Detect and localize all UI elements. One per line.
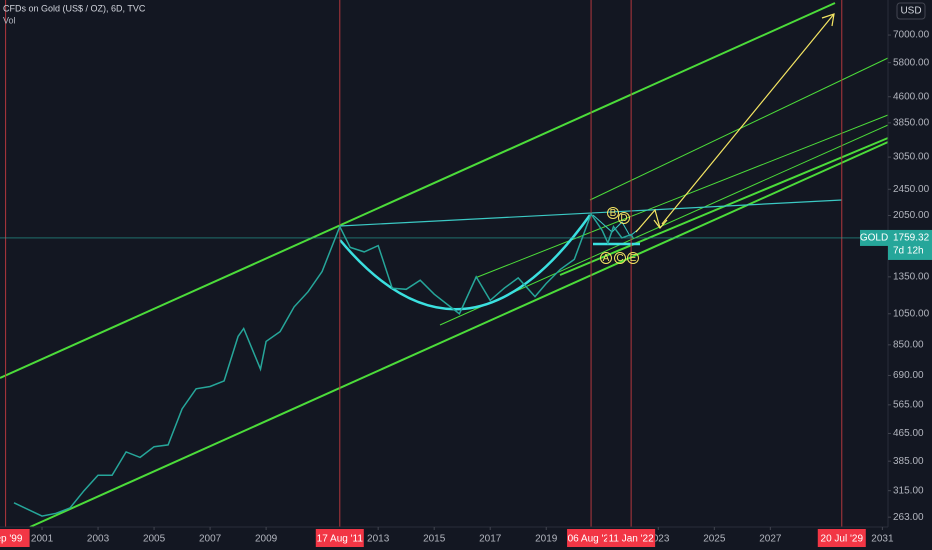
arrow-head <box>653 219 668 229</box>
x-tick-label: 2031 <box>871 534 894 545</box>
price-box <box>888 229 932 260</box>
trend-line <box>589 57 889 201</box>
date-marker-box <box>567 529 616 547</box>
wave-marker <box>627 252 639 264</box>
overlay: 7000.00 5800.00 4600.00 3850.00 3050.00 2450.… <box>0 30 932 547</box>
symbol-box <box>860 229 888 246</box>
wave-marker <box>618 212 630 224</box>
countdown-label: 7d 12h <box>893 246 924 257</box>
y-tick-label: 4600.00 <box>893 91 930 102</box>
arrow-head <box>821 13 835 27</box>
projection-path <box>635 208 661 233</box>
y-tick-label: 690.00 <box>893 370 924 381</box>
wave-label: D <box>620 213 627 224</box>
price-line <box>13 212 634 517</box>
wave-marker <box>600 252 612 264</box>
y-tick-label: 565.00 <box>893 399 924 410</box>
x-tick-label: 2005 <box>143 534 166 545</box>
y-tick-label: 385.00 <box>893 456 924 467</box>
wave-label: A <box>603 253 610 264</box>
x-tick-label: 2007 <box>199 534 222 545</box>
date-marker-box <box>315 529 364 547</box>
price-axis <box>888 0 932 550</box>
x-tick-label: 2019 <box>535 534 558 545</box>
time-axis <box>0 527 932 550</box>
y-tick-label: 2050.00 <box>893 210 930 221</box>
trend-line <box>474 114 889 279</box>
date-marker-label: 06 Aug '20 <box>568 534 615 545</box>
wave-marker <box>607 207 619 219</box>
currency-button[interactable] <box>896 2 926 20</box>
chart-title: CFDs on Gold (US$ / OZ), 6D, TVC <box>3 3 146 13</box>
x-tick-label: 2013 <box>367 534 390 545</box>
y-tick-label: 1350.00 <box>893 271 930 282</box>
y-tick-label: 3850.00 <box>893 118 930 129</box>
x-tick-label: 2001 <box>31 534 54 545</box>
y-tick-label: 263.00 <box>893 512 924 523</box>
date-marker-label: 17 Aug '11 <box>317 534 364 545</box>
drawings <box>0 2 889 528</box>
y-tick-label: 1050.00 <box>893 308 930 319</box>
channel-lower <box>29 141 889 528</box>
date-marker-label: 11 Jan '22 <box>609 534 655 545</box>
symbol-label: GOLD <box>860 233 888 244</box>
date-marker-label: Sep '99 <box>0 534 23 545</box>
date-marker-label: 20 Jul '29 <box>821 534 864 545</box>
x-tick-label: 2009 <box>255 534 278 545</box>
y-tick-label: 5800.00 <box>893 57 930 68</box>
volume-label: Vol <box>3 15 16 25</box>
channel-upper <box>0 2 836 379</box>
x-tick-label: 2023 <box>647 534 670 545</box>
y-tick-label: 3050.00 <box>893 152 930 163</box>
x-tick-label: 2027 <box>759 534 782 545</box>
wave-label: E <box>630 253 637 264</box>
y-tick-label: 850.00 <box>893 339 924 350</box>
date-marker-box <box>817 529 866 547</box>
y-tick-label: 2450.00 <box>893 184 930 195</box>
x-tick-label: 2003 <box>87 534 110 545</box>
date-marker-box <box>607 529 656 547</box>
y-tick-label: 7000.00 <box>893 30 930 41</box>
wave-label: B <box>610 208 617 219</box>
y-tick-label: 315.00 <box>893 485 924 496</box>
x-tick-label: 2017 <box>479 534 502 545</box>
wave-marker <box>614 252 626 264</box>
cup-arc <box>339 214 592 311</box>
y-tick-label: 465.00 <box>893 428 924 439</box>
currency-label[interactable]: USD <box>900 6 921 17</box>
triangle <box>592 214 641 237</box>
wave-label: C <box>616 253 623 264</box>
projection-arrow <box>661 13 835 225</box>
price-label: 1759.32 <box>893 233 930 244</box>
x-tick-label: 2025 <box>703 534 726 545</box>
x-tick-label: 2015 <box>423 534 446 545</box>
date-marker-box <box>0 529 30 547</box>
